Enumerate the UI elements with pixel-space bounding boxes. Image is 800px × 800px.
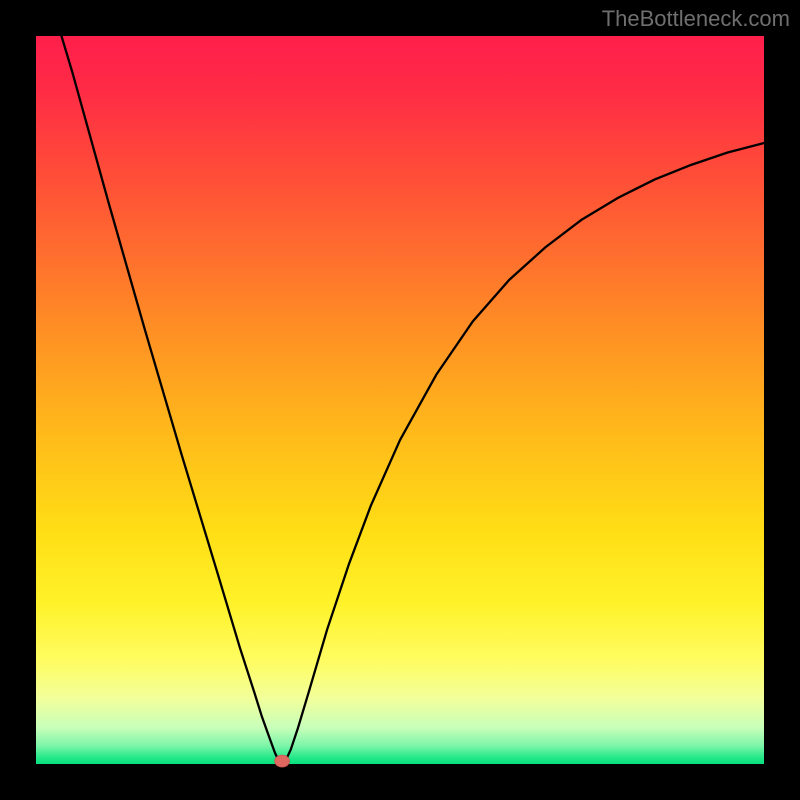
bottleneck-chart: TheBottleneck.com <box>0 0 800 800</box>
watermark-text: TheBottleneck.com <box>602 6 790 31</box>
chart-plot-bg <box>36 36 764 764</box>
optimal-point-marker <box>275 755 290 767</box>
chart-svg: TheBottleneck.com <box>0 0 800 800</box>
